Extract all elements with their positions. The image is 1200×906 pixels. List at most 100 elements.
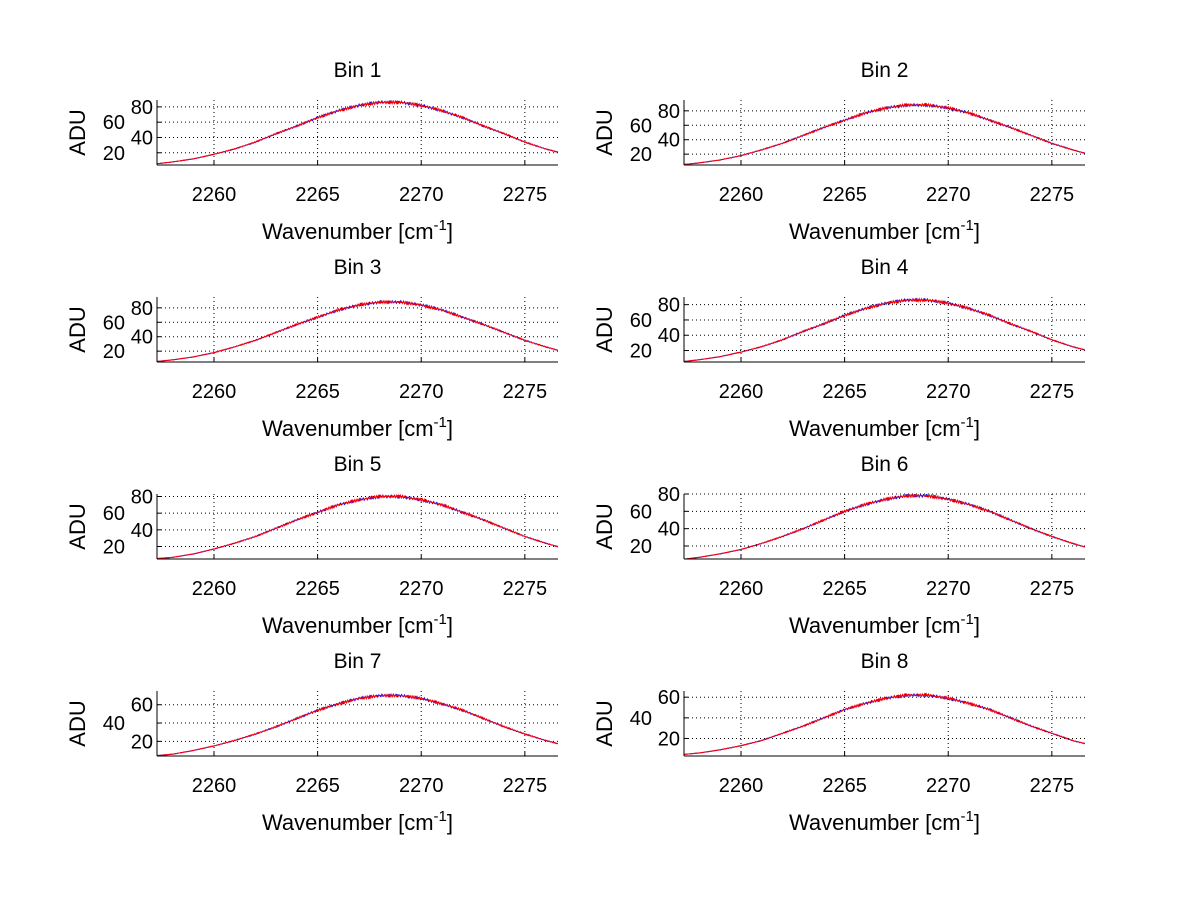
x-axis-label: Wavenumber [cm-1] bbox=[262, 808, 453, 835]
x-axis-label: Wavenumber [cm-1] bbox=[262, 414, 453, 441]
x-tick-label: 2260 bbox=[192, 578, 237, 600]
x-tick-label: 2270 bbox=[399, 775, 444, 797]
y-tick-label: 60 bbox=[103, 503, 125, 525]
series-line-red bbox=[157, 100, 558, 165]
x-tick-label: 2275 bbox=[503, 775, 548, 797]
x-axis-label-end: ] bbox=[447, 219, 453, 244]
y-axis-label: ADU bbox=[65, 109, 90, 155]
y-tick-label: 80 bbox=[131, 487, 153, 509]
x-axis-label-text: Wavenumber [cm bbox=[262, 810, 434, 835]
y-tick-label: 80 bbox=[658, 295, 680, 317]
x-tick-label: 2270 bbox=[926, 184, 971, 206]
x-axis-label-superscript: -1 bbox=[961, 611, 974, 628]
subplot-title: Bin 6 bbox=[861, 453, 909, 476]
subplot-title: Bin 4 bbox=[861, 256, 909, 279]
y-tick-label: 40 bbox=[658, 325, 680, 347]
series-line-red bbox=[684, 692, 1085, 755]
y-axis-label: ADU bbox=[65, 700, 90, 746]
series-line-blue bbox=[684, 494, 1085, 559]
x-tick-label: 2260 bbox=[192, 775, 237, 797]
x-axis-label-superscript: -1 bbox=[434, 414, 447, 431]
x-axis-label: Wavenumber [cm-1] bbox=[262, 611, 453, 638]
x-axis-label-superscript: -1 bbox=[961, 808, 974, 825]
y-tick-label: 20 bbox=[131, 731, 153, 753]
subplot-title: Bin 5 bbox=[334, 453, 382, 476]
subplot-3: 2260 2265 2270 2275 20 40 60 80 Bin 3 Wavenumber … bbox=[65, 256, 558, 441]
y-axis-label: ADU bbox=[592, 306, 617, 352]
x-tick-label: 2275 bbox=[503, 381, 548, 403]
x-tick-label: 2275 bbox=[1030, 184, 1075, 206]
x-tick-label: 2275 bbox=[503, 578, 548, 600]
x-axis-label-end: ] bbox=[447, 613, 453, 638]
series-line-red bbox=[157, 299, 558, 362]
x-axis-label-end: ] bbox=[974, 613, 980, 638]
y-tick-label: 40 bbox=[131, 327, 153, 349]
x-axis-label-superscript: -1 bbox=[961, 414, 974, 431]
y-tick-label: 40 bbox=[658, 519, 680, 541]
y-axis-label: ADU bbox=[65, 306, 90, 352]
x-tick-label: 2260 bbox=[719, 578, 764, 600]
x-tick-label: 2270 bbox=[926, 578, 971, 600]
x-tick-label: 2260 bbox=[192, 184, 237, 206]
x-axis-label-superscript: -1 bbox=[434, 611, 447, 628]
subplot-title: Bin 1 bbox=[334, 59, 382, 82]
x-tick-label: 2275 bbox=[503, 184, 548, 206]
y-tick-label: 80 bbox=[658, 484, 680, 506]
x-axis-label-end: ] bbox=[974, 416, 980, 441]
series-line-red bbox=[157, 494, 558, 559]
y-tick-label: 60 bbox=[658, 687, 680, 709]
x-tick-label: 2260 bbox=[719, 184, 764, 206]
x-tick-label: 2265 bbox=[822, 578, 867, 600]
x-tick-label: 2270 bbox=[399, 578, 444, 600]
subplot-8: 2260 2265 2270 2275 20 40 60 Bin 8 Wavenumber [c… bbox=[592, 650, 1085, 835]
series-line-red bbox=[684, 494, 1085, 559]
x-axis-label-end: ] bbox=[447, 416, 453, 441]
y-tick-label: 20 bbox=[630, 341, 652, 363]
y-tick-label: 40 bbox=[658, 130, 680, 152]
x-axis-label-text: Wavenumber [cm bbox=[262, 219, 434, 244]
x-tick-label: 2265 bbox=[822, 184, 867, 206]
y-tick-label: 80 bbox=[131, 97, 153, 119]
x-tick-label: 2265 bbox=[822, 381, 867, 403]
x-tick-label: 2275 bbox=[1030, 775, 1075, 797]
x-tick-label: 2275 bbox=[1030, 381, 1075, 403]
y-tick-label: 40 bbox=[131, 520, 153, 542]
x-axis-label: Wavenumber [cm-1] bbox=[789, 611, 980, 638]
y-tick-label: 60 bbox=[630, 310, 652, 332]
series-line-red bbox=[684, 297, 1085, 362]
x-axis-label-text: Wavenumber [cm bbox=[789, 613, 961, 638]
y-tick-label: 80 bbox=[658, 101, 680, 123]
x-axis-label: Wavenumber [cm-1] bbox=[789, 414, 980, 441]
y-tick-label: 80 bbox=[131, 298, 153, 320]
y-axis-label: ADU bbox=[65, 503, 90, 549]
series-line-blue bbox=[684, 297, 1085, 362]
x-axis-label-text: Wavenumber [cm bbox=[262, 613, 434, 638]
x-tick-label: 2265 bbox=[295, 184, 340, 206]
x-axis-label: Wavenumber [cm-1] bbox=[789, 808, 980, 835]
x-tick-label: 2270 bbox=[926, 381, 971, 403]
y-tick-label: 20 bbox=[103, 537, 125, 559]
x-tick-label: 2260 bbox=[719, 381, 764, 403]
x-axis-label-text: Wavenumber [cm bbox=[262, 416, 434, 441]
subplot-title: Bin 3 bbox=[334, 256, 382, 279]
subplot-title: Bin 8 bbox=[861, 650, 909, 673]
y-tick-label: 40 bbox=[630, 708, 652, 730]
x-tick-label: 2270 bbox=[399, 184, 444, 206]
x-axis-label: Wavenumber [cm-1] bbox=[262, 217, 453, 244]
subplot-title: Bin 2 bbox=[861, 59, 909, 82]
y-tick-label: 60 bbox=[103, 112, 125, 134]
y-tick-label: 60 bbox=[630, 115, 652, 137]
x-tick-label: 2270 bbox=[926, 775, 971, 797]
y-tick-label: 20 bbox=[103, 341, 125, 363]
x-axis-label-text: Wavenumber [cm bbox=[789, 810, 961, 835]
x-tick-label: 2265 bbox=[822, 775, 867, 797]
subplot-1: 2260 2265 2270 2275 20 40 60 80 Bin 1 Wavenumber … bbox=[65, 59, 558, 244]
subplot-2: 2260 2265 2270 2275 20 40 60 80 Bin 2 Wavenumber … bbox=[592, 59, 1085, 244]
x-tick-label: 2275 bbox=[1030, 578, 1075, 600]
x-axis-label-text: Wavenumber [cm bbox=[789, 416, 961, 441]
x-tick-label: 2265 bbox=[295, 578, 340, 600]
y-tick-label: 20 bbox=[630, 536, 652, 558]
x-axis-label-superscript: -1 bbox=[961, 217, 974, 234]
subplot-6: 2260 2265 2270 2275 20 40 60 80 Bin 6 Wavenumber … bbox=[592, 453, 1085, 638]
